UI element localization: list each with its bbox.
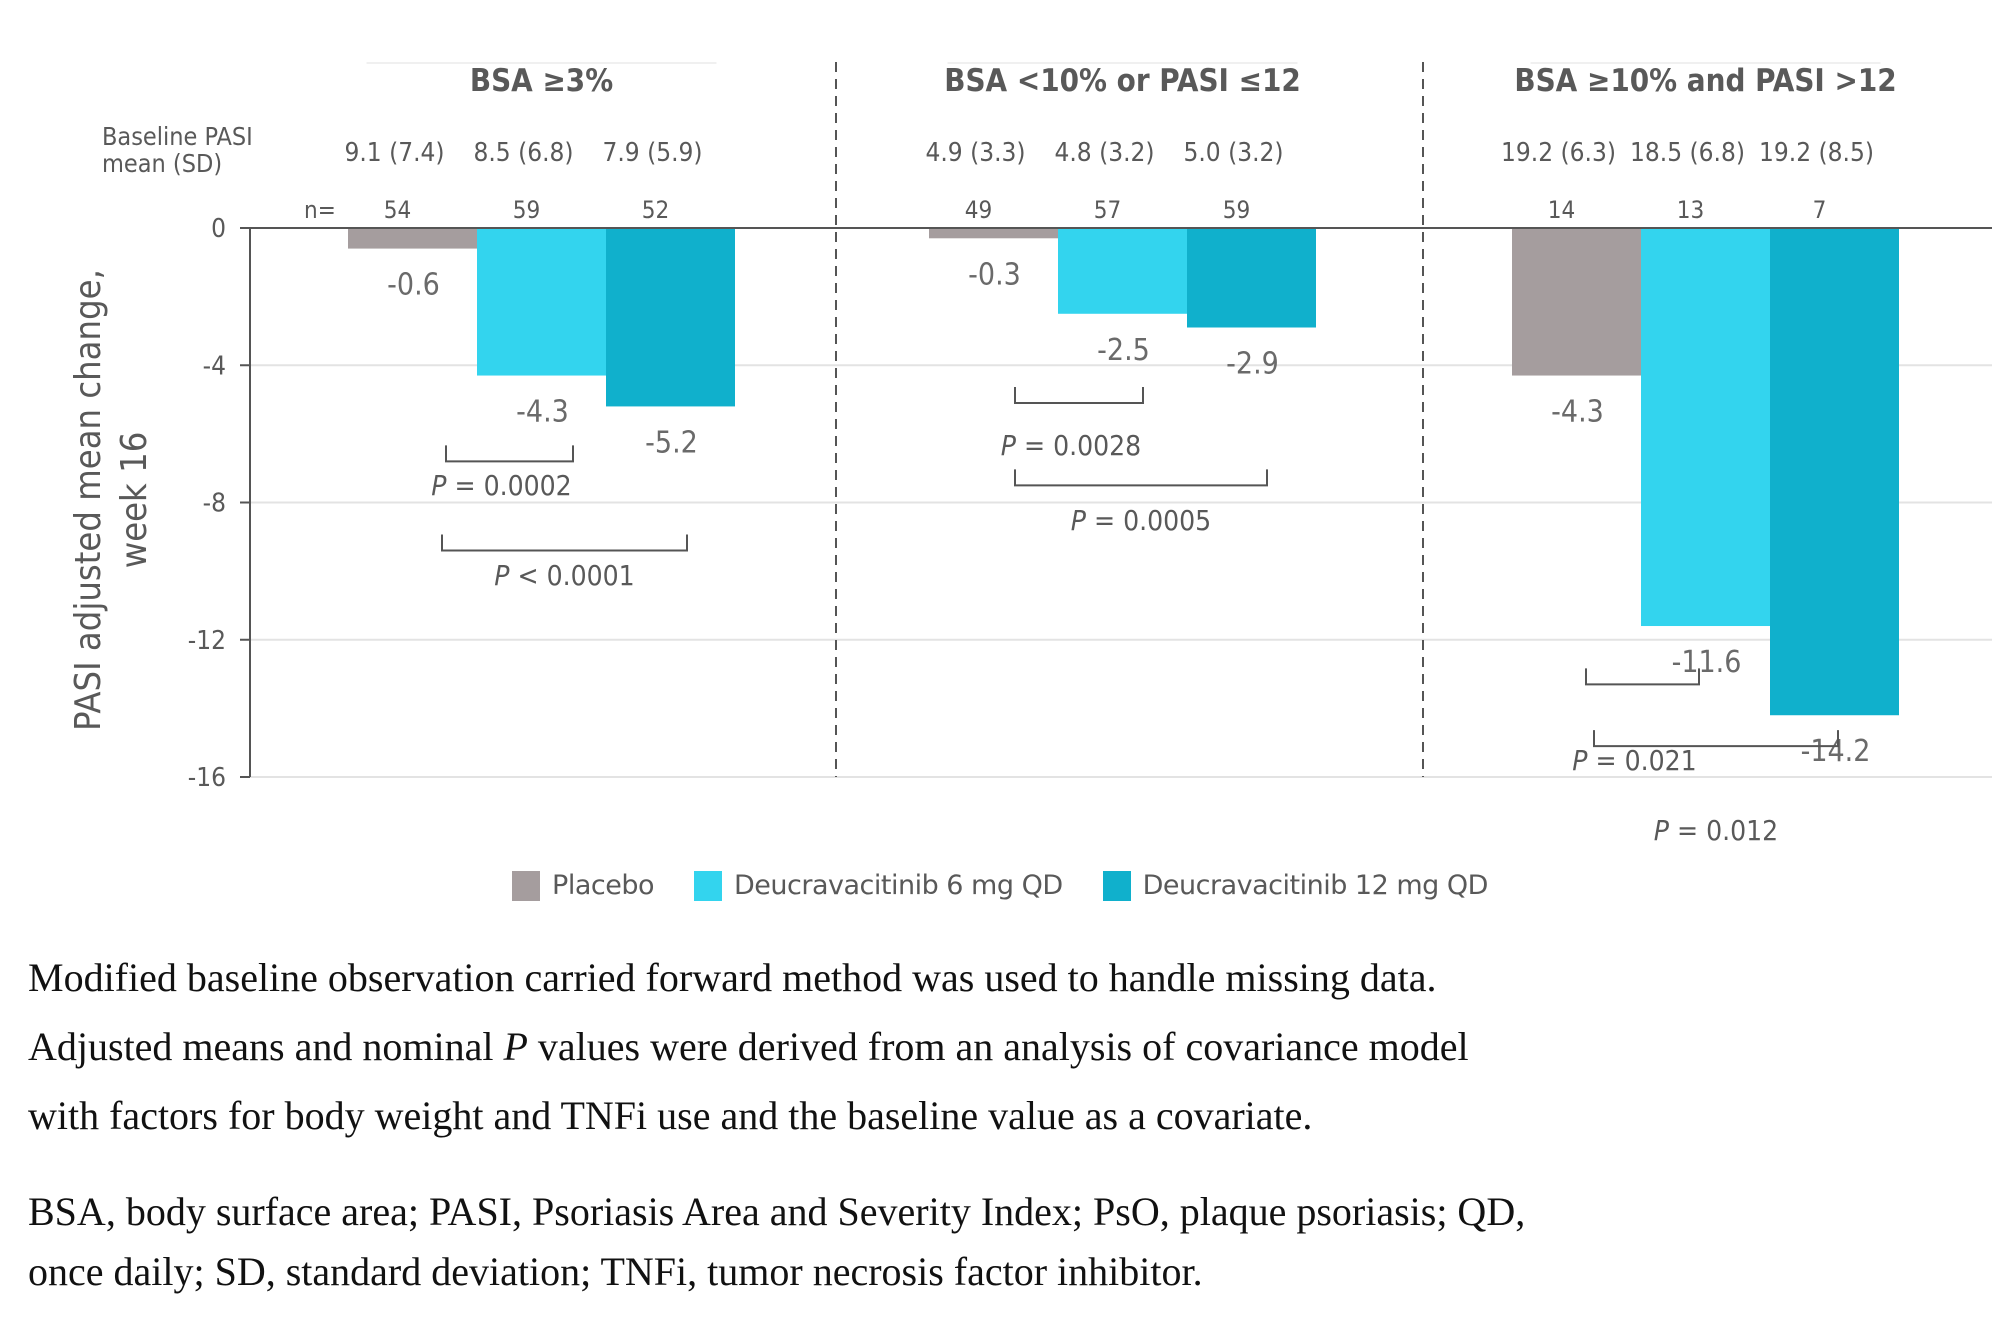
- significance-bracket: [1014, 386, 1144, 404]
- bar-deucravacitinib-6-mg-qd: [1641, 228, 1770, 627]
- p-value-label: P = 0.0005: [1071, 504, 1211, 537]
- significance-bracket: [1585, 668, 1700, 686]
- n-value: 52: [642, 196, 669, 224]
- footnote-line-1: Modified baseline observation carried fo…: [28, 955, 1437, 1000]
- y-tick-label: -16: [188, 763, 226, 793]
- footnote-line-2: Adjusted means and nominal P values were…: [28, 1012, 1978, 1081]
- baseline-value: 9.1 (7.4): [344, 138, 444, 168]
- group-title: BSA ≥10% and PASI >12: [1514, 63, 1896, 99]
- n-value: 54: [384, 196, 411, 224]
- y-tick-label: -8: [203, 489, 226, 519]
- significance-bracket: [445, 445, 574, 463]
- y-tick-label: -12: [188, 626, 226, 656]
- abbreviations-line-1: BSA, body surface area; PASI, Psoriasis …: [28, 1189, 1526, 1234]
- baseline-value: 19.2 (6.3): [1501, 138, 1616, 168]
- value-label: -2.5: [1097, 333, 1150, 368]
- p-value-label: P = 0.0028: [1001, 429, 1141, 462]
- value-label: -0.6: [387, 268, 440, 303]
- y-tick-label: -4: [203, 351, 226, 381]
- legend-item-placebo: Placebo: [512, 870, 654, 901]
- bar-deucravacitinib-6-mg-qd: [477, 228, 606, 376]
- legend-label-deucravacitinib-12mg: Deucravacitinib 12 mg QD: [1142, 870, 1489, 901]
- baseline-value: 18.5 (6.8): [1630, 138, 1745, 168]
- bar-placebo: [1512, 228, 1641, 376]
- n-value: 14: [1548, 196, 1575, 224]
- y-axis-title: PASI adjusted mean change, week 16: [68, 269, 155, 731]
- footnote-p-italic: P: [503, 1024, 528, 1069]
- legend-label-placebo: Placebo: [552, 870, 654, 901]
- bar-placebo: [929, 228, 1058, 239]
- bar-deucravacitinib-12-mg-qd: [1187, 228, 1316, 328]
- n-value: 13: [1677, 196, 1704, 224]
- significance-bracket: [1593, 730, 1839, 748]
- n-value: 7: [1813, 196, 1827, 224]
- baseline-value: 8.5 (6.8): [473, 138, 573, 168]
- group-title: BSA ≥3%: [470, 63, 613, 99]
- n-label: n=: [304, 196, 336, 224]
- abbreviations-footnote: BSA, body surface area; PASI, Psoriasis …: [28, 1182, 1978, 1302]
- value-label: -0.3: [968, 257, 1021, 292]
- value-label: -14.2: [1801, 734, 1871, 769]
- bar-placebo: [348, 228, 477, 249]
- group-title: BSA <10% or PASI ≤12: [944, 63, 1301, 99]
- value-label: -11.6: [1672, 645, 1742, 680]
- methods-footnote: Modified baseline observation carried fo…: [28, 943, 1978, 1150]
- p-value-label: P = 0.0002: [431, 469, 571, 502]
- value-label: -2.9: [1226, 347, 1279, 382]
- legend-label-deucravacitinib-6mg: Deucravacitinib 6 mg QD: [734, 870, 1063, 901]
- footnote-line-2-end: values were derived from an analysis of …: [527, 1024, 1469, 1069]
- n-value: 59: [1223, 196, 1250, 224]
- significance-bracket: [441, 534, 688, 552]
- bar-deucravacitinib-12-mg-qd: [1770, 228, 1899, 716]
- footnote-line-3: with factors for body weight and TNFi us…: [28, 1093, 1313, 1138]
- legend-item-deucravacitinib-6mg: Deucravacitinib 6 mg QD: [694, 870, 1063, 901]
- bar-deucravacitinib-6-mg-qd: [1058, 228, 1187, 314]
- n-value: 49: [965, 196, 992, 224]
- baseline-value: 7.9 (5.9): [602, 138, 702, 168]
- abbreviations-line-2: once daily; SD, standard deviation; TNFi…: [28, 1249, 1203, 1294]
- baseline-pasi-label: Baseline PASI: [102, 122, 253, 151]
- value-label: -4.3: [516, 395, 569, 430]
- value-label: -4.3: [1551, 395, 1604, 430]
- value-label: -5.2: [645, 425, 698, 460]
- n-value: 59: [513, 196, 540, 224]
- legend-swatch-deucravacitinib-12mg: [1102, 870, 1131, 901]
- bar-deucravacitinib-12-mg-qd: [606, 228, 735, 407]
- p-value-label: P < 0.0001: [494, 559, 634, 592]
- baseline-pasi-label: mean (SD): [102, 149, 222, 178]
- n-value: 57: [1094, 196, 1121, 224]
- baseline-value: 4.9 (3.3): [925, 138, 1025, 168]
- baseline-value: 4.8 (3.2): [1054, 138, 1154, 168]
- legend-swatch-placebo: [512, 870, 541, 901]
- baseline-value: 19.2 (8.5): [1759, 138, 1874, 168]
- legend-item-deucravacitinib-12mg: Deucravacitinib 12 mg QD: [1102, 870, 1489, 901]
- footnote-line-2-start: Adjusted means and nominal: [28, 1024, 504, 1069]
- significance-bracket: [1014, 469, 1268, 487]
- legend-swatch-deucravacitinib-6mg: [694, 870, 722, 901]
- chart-legend: Placebo Deucravacitinib 6 mg QD Deucrava…: [0, 870, 2000, 901]
- p-value-label: P = 0.012: [1654, 814, 1778, 847]
- baseline-value: 5.0 (3.2): [1183, 138, 1283, 168]
- p-value-label: P = 0.021: [1572, 744, 1696, 777]
- bar-chart: 0 -4 -8 -12 -16 PASI adjusted mean change, wee…: [68, 62, 1992, 847]
- y-tick-label: 0: [211, 214, 226, 244]
